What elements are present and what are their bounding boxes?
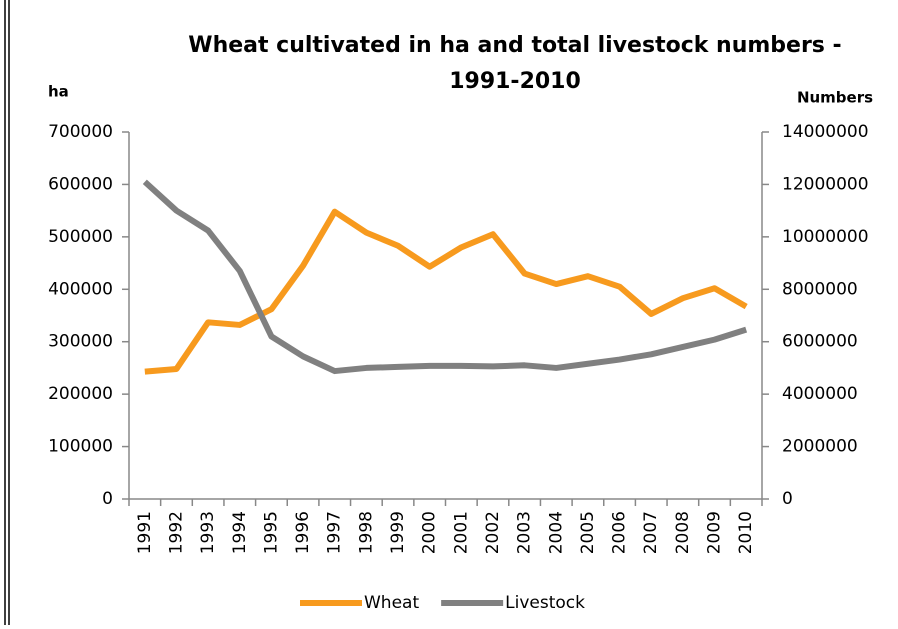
y2-axis-label: Numbers (797, 89, 873, 107)
y-axis-label: ha (48, 83, 69, 101)
x-tick-label: 2004 (546, 511, 566, 554)
x-tick-label: 1991 (135, 511, 155, 554)
y-tick-label: 100000 (48, 437, 113, 457)
y2-tick-label: 6000000 (782, 332, 858, 352)
y-tick-label: 700000 (48, 122, 113, 142)
chart-title: Wheat cultivated in ha and total livesto… (188, 33, 841, 58)
x-tick-label: 1998 (356, 511, 376, 554)
y2-tick-label: 8000000 (782, 279, 858, 299)
y-tick-label: 500000 (48, 227, 113, 247)
y-tick-label: 0 (102, 489, 113, 509)
x-tick-label: 2000 (420, 511, 440, 554)
x-tick-label: 2009 (705, 511, 725, 554)
x-tick-label: 2006 (610, 511, 630, 554)
y2-tick-label: 12000000 (782, 174, 869, 194)
y2-tick-label: 14000000 (782, 122, 869, 142)
series-line (142, 179, 748, 375)
y2-tick-label: 2000000 (782, 437, 858, 457)
y2-tick-label: 0 (782, 489, 793, 509)
legend-label: Livestock (505, 593, 585, 613)
x-tick-label: 2007 (641, 511, 661, 554)
x-tick-label: 1993 (198, 511, 218, 554)
x-tick-label: 2002 (483, 511, 503, 554)
x-tick-label: 1996 (293, 511, 313, 554)
y2-tick-label: 10000000 (782, 227, 869, 247)
x-tick-label: 1995 (261, 511, 281, 554)
x-tick-label: 2001 (451, 511, 471, 554)
y-tick-label: 200000 (48, 384, 113, 404)
x-tick-label: 2005 (578, 511, 598, 554)
x-tick-label: 1992 (166, 511, 186, 554)
y-tick-label: 600000 (48, 174, 113, 194)
x-tick-label: 1997 (325, 511, 345, 554)
chart-title: 1991-2010 (449, 69, 581, 94)
x-tick-label: 1999 (388, 511, 408, 554)
y2-tick-label: 4000000 (782, 384, 858, 404)
x-tick-label: 2008 (673, 511, 693, 554)
series-line (144, 208, 748, 375)
legend-label: Wheat (364, 593, 419, 613)
y-tick-label: 400000 (48, 279, 113, 299)
x-tick-label: 2010 (736, 511, 756, 554)
y-tick-label: 300000 (48, 332, 113, 352)
x-tick-label: 1994 (230, 511, 250, 554)
x-tick-label: 2003 (515, 511, 535, 554)
